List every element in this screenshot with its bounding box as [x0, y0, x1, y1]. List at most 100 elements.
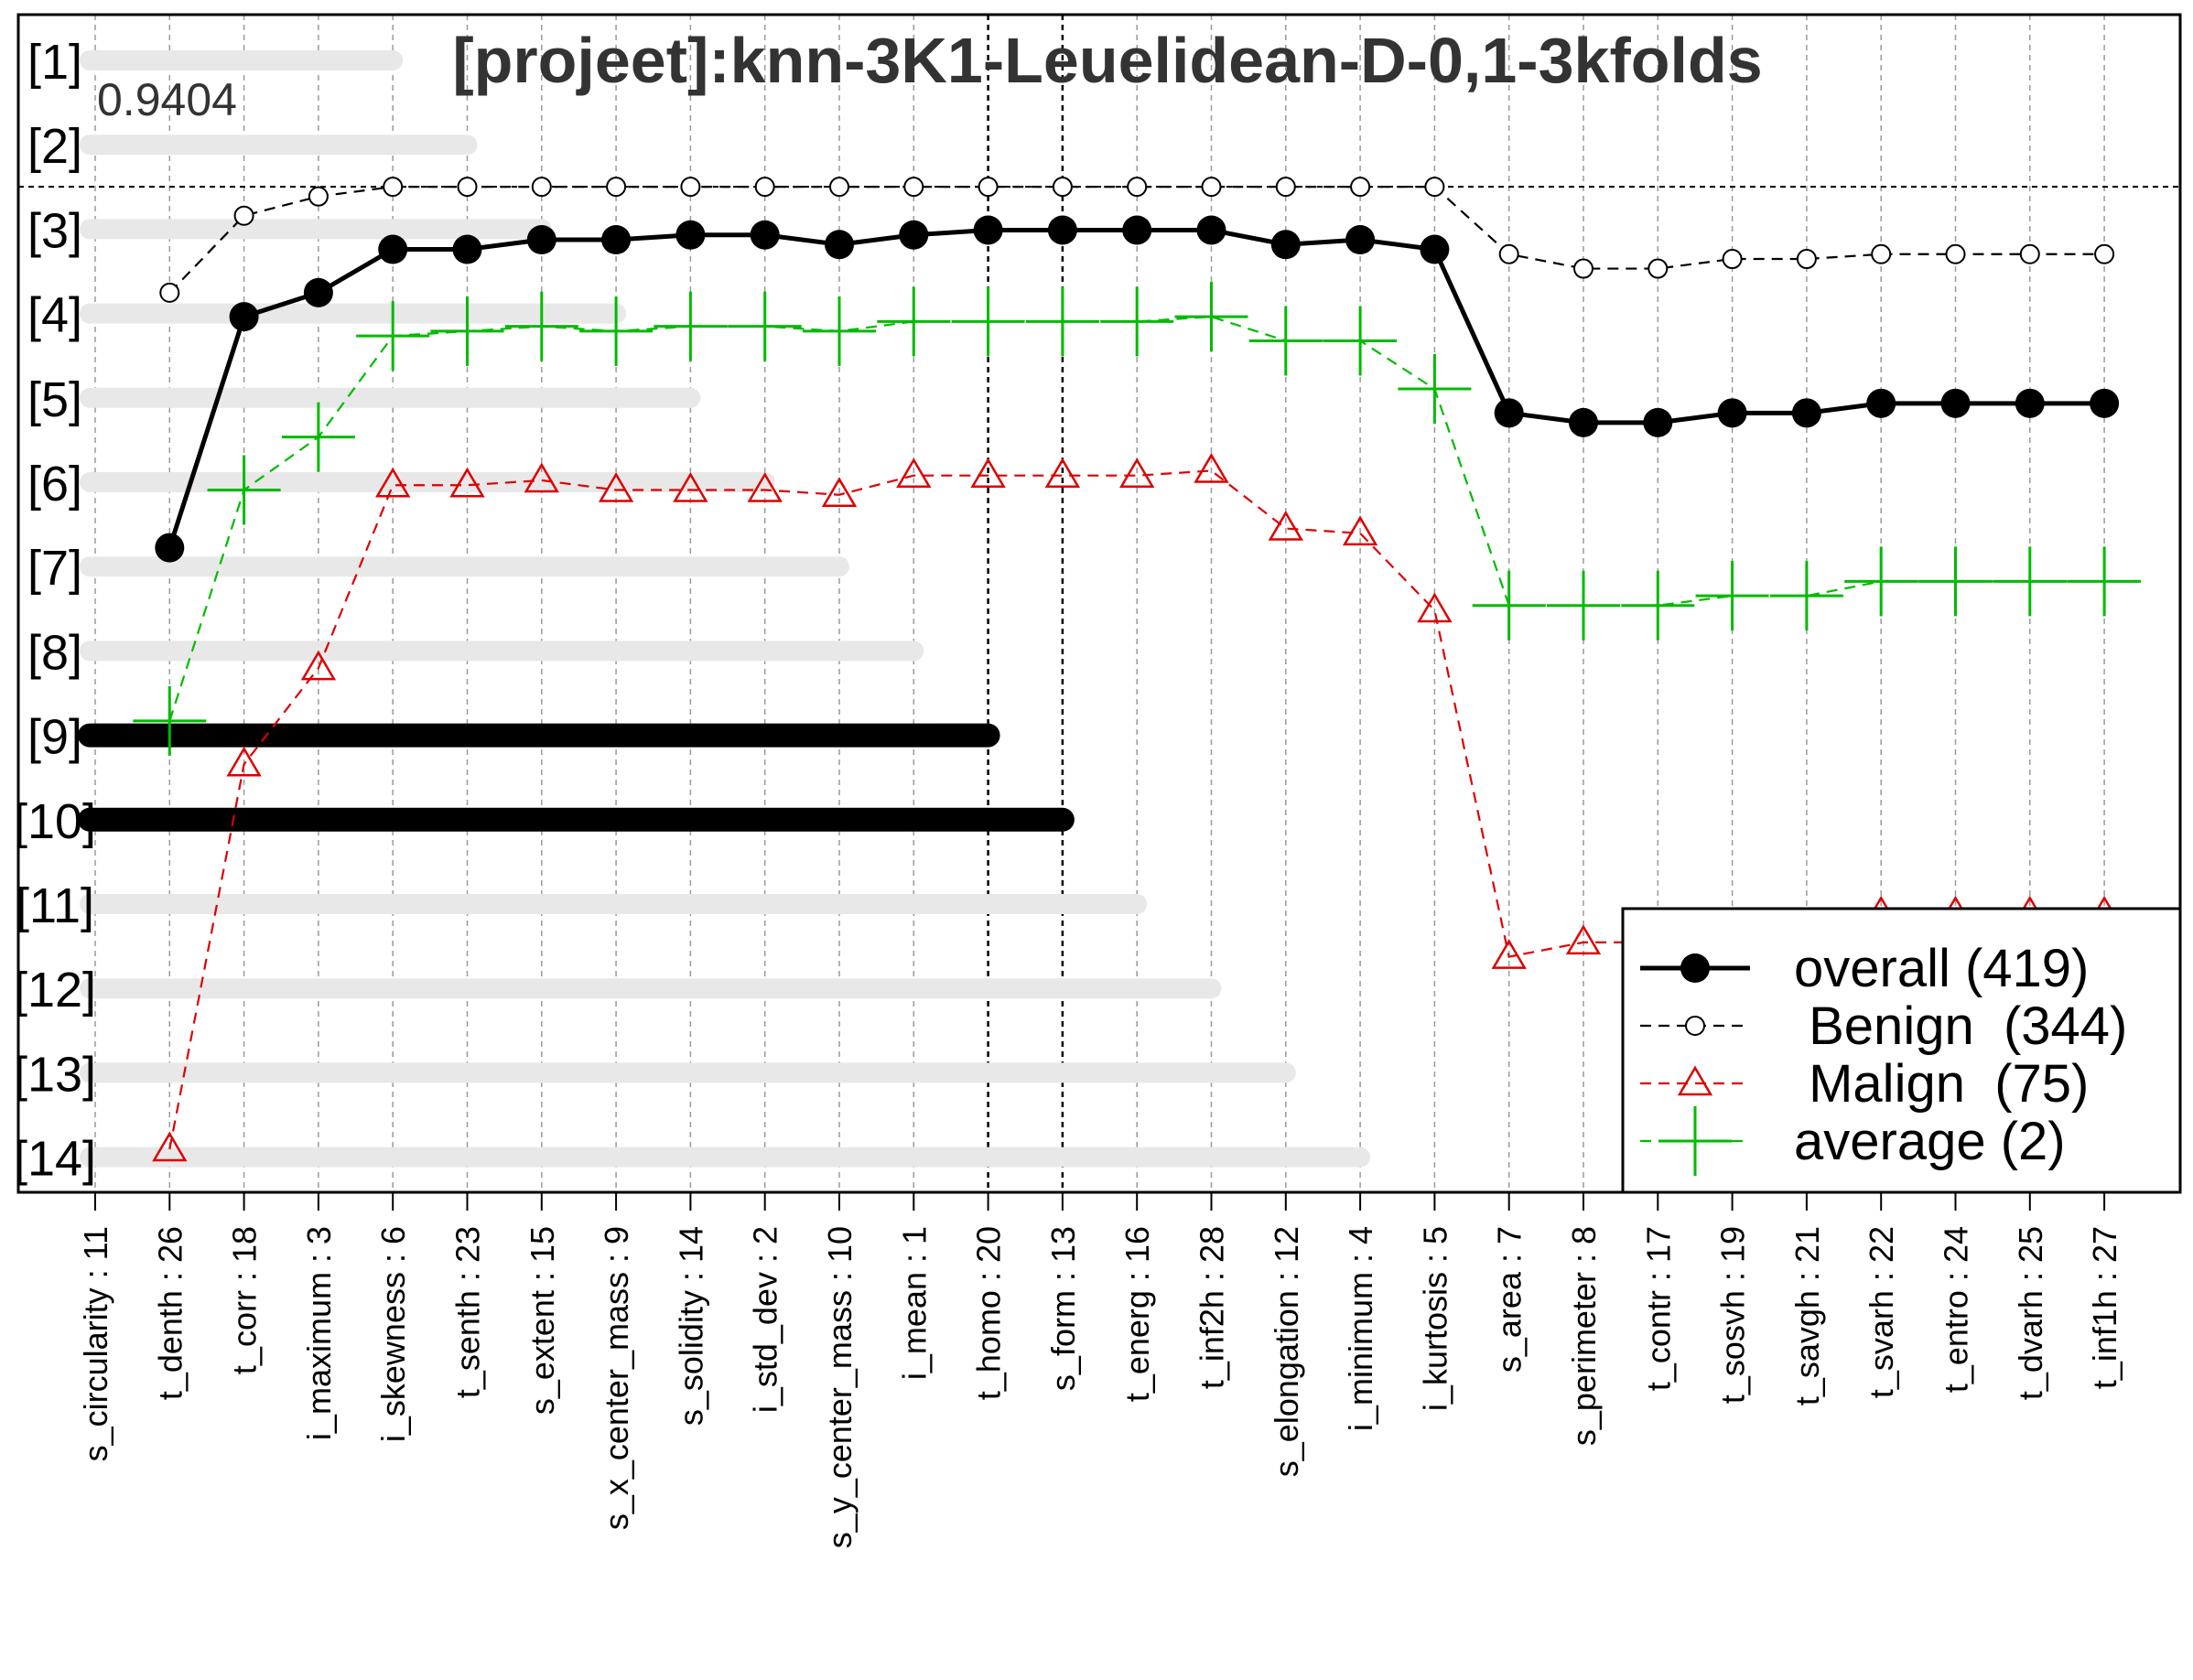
average-point — [1993, 546, 2067, 617]
average-point — [1658, 1106, 1732, 1176]
average-point — [207, 455, 281, 525]
overall-point — [973, 215, 1003, 245]
overall-point — [1791, 398, 1821, 428]
average-point — [133, 685, 207, 756]
average-point — [1695, 561, 1769, 631]
plot-frame — [16, 13, 2182, 1194]
benign-point — [1201, 177, 1222, 198]
x-tick-label: s_area : 7 — [1491, 1226, 1529, 1373]
average-point — [951, 286, 1025, 357]
x-tick-label: t_corr : 18 — [226, 1226, 264, 1374]
average-point — [654, 291, 728, 361]
text-layer: [1] [2] [3] [4] [5] [6] [7] [8] [9] [10] [11] [12] [… — [14, 35, 2123, 1548]
row-label: [14] — [14, 1132, 96, 1187]
average-point — [1918, 546, 1993, 617]
malign-point — [1342, 515, 1378, 546]
benign-point — [978, 177, 999, 198]
malign-point — [1565, 924, 1602, 955]
overall-point — [1680, 953, 1710, 983]
legend-label: Benign (344) — [1794, 996, 2127, 1056]
overall-point — [155, 533, 185, 563]
malign-point — [1491, 939, 1527, 969]
malign-point — [152, 1131, 188, 1162]
average-point — [803, 296, 876, 366]
benign-point — [1498, 243, 1519, 264]
malign-point — [896, 458, 932, 488]
legend-box — [1621, 907, 2182, 1194]
benign-point — [2019, 243, 2040, 264]
series-layer — [133, 177, 2142, 1162]
x-tick-label: i_kurtosis : 5 — [1416, 1226, 1453, 1411]
benign-series — [159, 177, 2115, 303]
benign-point — [1871, 243, 1892, 264]
x-tick-label: t_sosvh : 19 — [1714, 1226, 1752, 1404]
legend-item-malign: Malign (75) — [1640, 1054, 2089, 1114]
overall-point — [1345, 225, 1376, 254]
malign-point — [524, 462, 559, 493]
average-point — [1398, 354, 1472, 425]
overall-point — [1569, 407, 1598, 437]
overall-point — [1420, 234, 1450, 264]
overall-point — [601, 225, 632, 254]
benign-point — [159, 282, 180, 303]
overall-point — [378, 234, 408, 264]
row-label: [9] — [27, 710, 82, 765]
row-label: [10] — [14, 794, 96, 849]
overall-point — [1494, 398, 1524, 428]
overall-point — [1047, 215, 1077, 245]
malign-point — [747, 472, 783, 502]
x-tick-label: s_circularity : 11 — [77, 1226, 114, 1461]
malign-point — [375, 467, 411, 498]
x-tick-label: i_skewness : 6 — [374, 1226, 412, 1442]
x-tick-label: t_senth : 23 — [449, 1226, 487, 1398]
benign-point — [531, 177, 552, 198]
average-point — [1323, 306, 1398, 376]
overall-point — [1643, 407, 1673, 437]
x-tick-label: t_denth : 26 — [151, 1226, 189, 1400]
row-label: [4] — [27, 288, 82, 343]
overall-point — [675, 220, 706, 250]
overall-point — [1122, 215, 1152, 245]
x-tick-label: t_contr : 17 — [1639, 1226, 1677, 1391]
average-point — [1844, 546, 1918, 617]
legend: overall (419) Benign (344) Malign (75)av… — [1621, 907, 2182, 1194]
row-label: [2] — [27, 119, 82, 174]
average-point — [877, 286, 951, 357]
x-tick-label: s_y_center_mass : 10 — [821, 1226, 859, 1548]
row-label: [7] — [27, 541, 82, 596]
row-label: [1] — [27, 35, 82, 90]
average-point — [728, 291, 802, 361]
malign-point — [449, 467, 485, 498]
row-label: [5] — [27, 372, 82, 427]
benign-point — [383, 177, 404, 198]
x-tick-label: i_std_dev : 2 — [747, 1226, 784, 1413]
benign-point — [903, 177, 924, 198]
overall-point — [825, 230, 854, 260]
average-point — [1025, 286, 1099, 357]
benign-point — [829, 177, 849, 198]
average-point — [2068, 546, 2142, 617]
benign-point — [1945, 243, 1966, 264]
benign-point — [2094, 243, 2115, 264]
x-tick-label: i_mean : 1 — [895, 1226, 933, 1380]
x-tick-label: t_svarh : 22 — [1863, 1226, 1900, 1398]
x-tick-label: t_inf2h : 28 — [1194, 1226, 1231, 1389]
benign-point — [233, 205, 254, 226]
malign-point — [598, 472, 634, 502]
overall-point — [526, 225, 556, 254]
x-tick-label: i_minimum : 4 — [1342, 1226, 1379, 1431]
benign-point — [606, 177, 627, 198]
malign-point — [970, 458, 1006, 488]
benign-point — [1275, 177, 1296, 198]
average-point — [1547, 570, 1620, 641]
overall-point — [1270, 230, 1301, 260]
malign-point — [1194, 452, 1229, 483]
row-label: [3] — [27, 203, 82, 258]
benign-line — [168, 186, 2105, 294]
malign-point — [1119, 458, 1155, 488]
benign-point — [754, 177, 775, 198]
benign-point — [457, 177, 478, 198]
overall-point — [2090, 388, 2120, 418]
row-label: [11] — [16, 878, 94, 933]
